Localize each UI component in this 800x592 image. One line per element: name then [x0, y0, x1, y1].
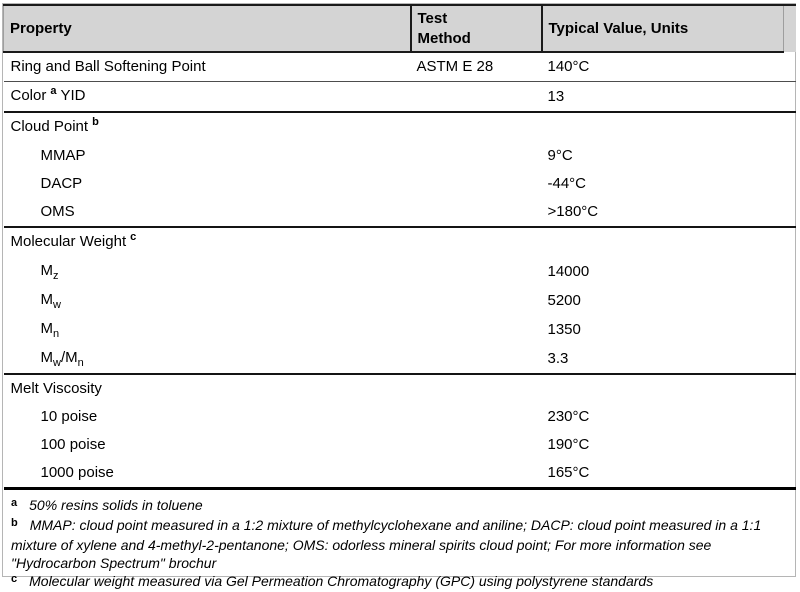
test-method-cell [411, 112, 542, 142]
typical-value-cell: 230°C [547, 408, 590, 425]
footnote-marker: c [11, 573, 18, 585]
table-row: Mn 1350 [4, 315, 796, 344]
test-method-cell [410, 344, 542, 375]
typical-value-cell [542, 227, 796, 257]
test-method-cell [411, 286, 542, 315]
typical-value-cell: >180°C [541, 198, 796, 228]
table-row: MMAP 9°C [4, 142, 796, 170]
column-header-typical-value: Typical Value, Units [540, 4, 784, 53]
footnote-ref: b [92, 116, 99, 128]
column-header-property: Property [3, 4, 411, 53]
table-row: 100 poise 190°C [4, 431, 796, 459]
property-cell: Mn [40, 320, 60, 340]
subscript: z [53, 270, 59, 282]
table-row: Ring and Ball Softening Point ASTM E 28 14… [3, 52, 796, 82]
property-cell: Melt Viscosity [10, 380, 102, 397]
table-body: Ring and Ball Softening Point ASTM E 28 14… [3, 52, 796, 490]
typical-value-cell: 190°C [547, 436, 590, 453]
typical-value-cell: 3.3 [541, 344, 796, 375]
property-cell: Cloud Point b [10, 116, 99, 135]
footnote: b MMAP: cloud point measured in a 1:2 mix… [11, 517, 762, 571]
table-row: Molecular Weight c [4, 227, 796, 257]
table-row: 10 poise 230°C [4, 403, 796, 431]
footnote: c Molecular weight measured via Gel Perme… [11, 573, 654, 589]
typical-value-cell: 165°C [541, 459, 796, 490]
table-row: Color a YID 13 [3, 81, 796, 113]
property-cell: 1000 poise [3, 459, 411, 490]
typical-value-cell: -44°C [547, 175, 587, 192]
property-cell: Molecular Weight c [10, 231, 137, 250]
footnote-ref: c [130, 231, 137, 243]
footnotes: a 50% resins solids in toluene b MMAP: clou… [3, 490, 795, 592]
test-method-cell [411, 257, 542, 286]
subscript: n [53, 328, 60, 340]
properties-table: Property Test Method Typical Value, Unit… [3, 4, 796, 490]
table-header: Property Test Method Typical Value, Unit… [3, 4, 796, 53]
typical-value-cell: 140°C [541, 52, 796, 82]
typical-value-cell [542, 112, 796, 142]
property-cell: Mw/Mn [3, 344, 411, 375]
property-cell: Mz [40, 262, 59, 282]
footnote-ref: a [50, 85, 57, 97]
test-method-cell [411, 374, 542, 403]
property-cell: 10 poise [40, 408, 98, 425]
typical-value-cell: 13 [541, 81, 796, 113]
footnote: a 50% resins solids in toluene [11, 497, 203, 513]
datasheet-frame: Property Test Method Typical Value, Unit… [2, 3, 796, 589]
property-cell: Color a YID [3, 81, 411, 113]
header-filler [783, 5, 796, 52]
table-row: Mw 5200 [4, 286, 796, 315]
test-method-cell [411, 142, 542, 170]
test-method-cell [411, 170, 542, 198]
table-row: Mw/Mn 3.3 [3, 344, 796, 375]
property-cell: Mw [40, 291, 61, 311]
property-cell: DACP [40, 175, 83, 192]
typical-value-cell: 1350 [547, 320, 581, 338]
test-method-cell [410, 198, 542, 228]
test-method-cell [410, 459, 542, 490]
table-row: Melt Viscosity [4, 374, 796, 403]
typical-value-cell: 9°C [547, 147, 573, 164]
subscript: w [53, 357, 61, 369]
table-row: Mz 14000 [4, 257, 796, 286]
test-method-cell [411, 315, 542, 344]
header-row: Property Test Method Typical Value, Unit… [3, 4, 796, 53]
typical-value-cell [542, 374, 796, 403]
test-method-cell [411, 227, 542, 257]
property-cell: MMAP [40, 147, 86, 164]
property-cell: Ring and Ball Softening Point [3, 52, 411, 82]
test-method-cell: ASTM E 28 [410, 52, 542, 82]
table-row: 1000 poise 165°C [3, 459, 796, 490]
test-method-cell [411, 431, 542, 459]
property-cell: 100 poise [40, 436, 106, 453]
table-row: OMS >180°C [3, 198, 796, 228]
footnote-marker: a [11, 497, 18, 509]
property-cell: OMS [3, 198, 411, 228]
table-row: Cloud Point b [4, 112, 796, 142]
typical-value-cell: 14000 [547, 262, 590, 280]
table-row: DACP -44°C [4, 170, 796, 198]
footnote-marker: b [11, 517, 18, 529]
subscript: w [53, 299, 61, 311]
test-method-cell [411, 403, 542, 431]
subscript: n [77, 357, 84, 369]
column-header-test-method: Test Method [409, 4, 542, 53]
test-method-cell [410, 81, 542, 113]
typical-value-cell: 5200 [547, 291, 581, 309]
